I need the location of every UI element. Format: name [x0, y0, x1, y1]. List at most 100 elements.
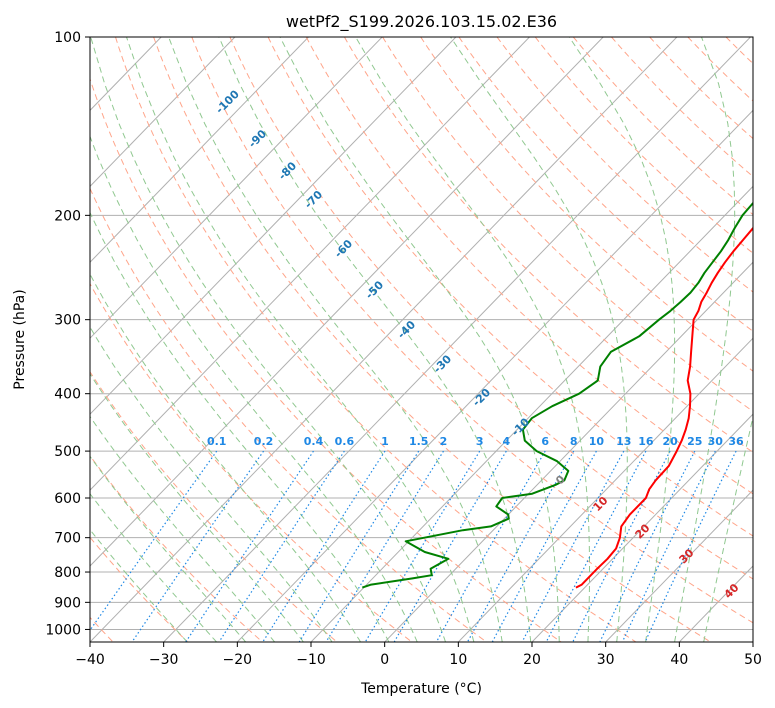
dry-adiabat-line — [420, 37, 753, 372]
moist-adiabat-line — [90, 37, 447, 642]
mixing-ratio-label: 0.6 — [335, 435, 355, 448]
moist-adiabat-line — [90, 415, 276, 642]
mixing-ratio-line — [131, 450, 265, 642]
moist-adiabat-line — [90, 455, 247, 642]
mixing-ratio-label: 0.1 — [207, 435, 227, 448]
isotherm-line — [90, 37, 236, 188]
series-line-0 — [575, 226, 753, 589]
x-tick-label: 0 — [380, 652, 389, 668]
mixing-ratio-label: 6 — [541, 435, 549, 448]
moist-adiabat-line — [355, 37, 590, 642]
isotherm-line — [384, 261, 753, 642]
mixing-ratio-line — [218, 450, 345, 642]
isotherm-line — [531, 413, 753, 642]
series-line-1 — [361, 201, 753, 589]
dry-adiabat-line — [382, 37, 753, 412]
mixing-ratio-label: 2 — [440, 435, 448, 448]
y-tick-label: 500 — [54, 444, 81, 460]
mixing-ratio-line — [621, 450, 716, 642]
dry-adiabat-line — [534, 37, 753, 254]
mixing-ratio-label: 0.4 — [304, 435, 324, 448]
chart-title: wetPf2_S199.2026.103.15.02.E36 — [286, 12, 557, 32]
x-tick-label: −30 — [149, 652, 179, 668]
moist-adiabat-line — [279, 37, 560, 642]
y-tick-label: 900 — [54, 595, 81, 611]
dry-adiabat-line — [191, 37, 753, 624]
moist-adiabat-line — [126, 37, 475, 642]
dry-adiabat-line — [153, 37, 711, 642]
mixing-ratio-line — [466, 450, 575, 642]
dry-adiabat-line — [343, 37, 753, 453]
y-tick-label: 800 — [54, 565, 81, 581]
mixing-ratio-label: 1.5 — [409, 435, 429, 448]
mixing-ratio-line — [435, 450, 546, 642]
y-tick-label: 400 — [54, 387, 81, 403]
x-tick-label: 20 — [523, 652, 541, 668]
dry-adiabat-line — [496, 37, 753, 293]
mixing-ratio-label: 10 — [589, 435, 605, 448]
mixing-ratio-line — [185, 450, 314, 642]
y-tick-label: 700 — [54, 531, 81, 547]
moist-adiabat-line — [90, 528, 188, 642]
x-tick-label: −40 — [75, 652, 105, 668]
moist-adiabat-line — [674, 37, 736, 642]
y-tick-label: 200 — [54, 208, 81, 224]
isotherm-line — [90, 37, 530, 491]
moist-adiabat-line — [703, 414, 753, 642]
isotherm-line — [163, 37, 751, 642]
mixing-ratio-line — [521, 450, 625, 642]
mixing-ratio-label: 13 — [616, 435, 631, 448]
dry-adiabat-line — [90, 282, 413, 642]
mixing-ratio-line — [599, 450, 696, 642]
sounding-series — [361, 201, 753, 589]
dry-adiabat-line — [115, 37, 637, 642]
x-tick-label: 40 — [670, 652, 688, 668]
mixing-ratio-line — [491, 450, 597, 642]
mixing-ratio-line — [325, 450, 445, 642]
moist-adiabat-line — [568, 37, 676, 642]
x-axis: −40 −30 −20 −10 0 10 20 30 40 50 — [75, 642, 762, 668]
isotherm-line — [90, 37, 309, 263]
isotherm-line — [457, 337, 753, 642]
dry-adiabat-line — [764, 37, 775, 642]
mixing-ratio-line — [298, 450, 420, 642]
x-tick-label: −10 — [296, 652, 326, 668]
x-tick-label: 50 — [744, 652, 762, 668]
dry-adiabat-line — [611, 37, 753, 178]
isotherm-line — [605, 489, 753, 642]
moist-adiabat-line — [90, 135, 418, 642]
mixing-ratio-label: 8 — [570, 435, 578, 448]
mixing-ratio-label: 4 — [502, 435, 510, 448]
moist-adiabat-line — [90, 492, 217, 642]
y-axis-title: Pressure (hPa) — [12, 289, 28, 389]
dry-adiabat-line — [229, 37, 753, 580]
y-axis: 100 200 300 400 500 600 700 800 900 1000 — [45, 30, 90, 638]
mixing-ratio-label: 0.2 — [254, 435, 274, 448]
dry-adiabat-line — [305, 37, 753, 495]
isotherm-line — [752, 641, 753, 642]
x-tick-label: 10 — [449, 652, 467, 668]
isotherm-line — [90, 37, 383, 339]
mixing-ratio-line — [90, 450, 218, 632]
mixing-ratio-label: 1 — [381, 435, 389, 448]
plot-frame — [89, 36, 754, 643]
isotherm-line — [236, 109, 753, 642]
moist-adiabat-line — [90, 273, 362, 642]
dry-adiabat-line — [649, 37, 753, 140]
x-axis-title: Temperature (°C) — [360, 681, 482, 697]
background-lines — [90, 37, 775, 642]
isotherm-line — [90, 37, 604, 567]
y-tick-label: 600 — [54, 491, 81, 507]
isotherm-line — [90, 37, 457, 415]
x-tick-label: −20 — [223, 652, 253, 668]
moist-adiabat-line — [168, 37, 503, 642]
mixing-ratio-label: 16 — [638, 435, 654, 448]
moist-adiabat-line — [90, 326, 333, 642]
mixing-ratio-line — [545, 450, 647, 642]
y-tick-label: 100 — [54, 30, 81, 46]
mixing-ratio-label: 30 — [708, 435, 724, 448]
mixing-ratio-line — [644, 450, 737, 642]
dry-adiabat-line — [90, 187, 487, 642]
mixing-ratio-label: 20 — [662, 435, 678, 448]
